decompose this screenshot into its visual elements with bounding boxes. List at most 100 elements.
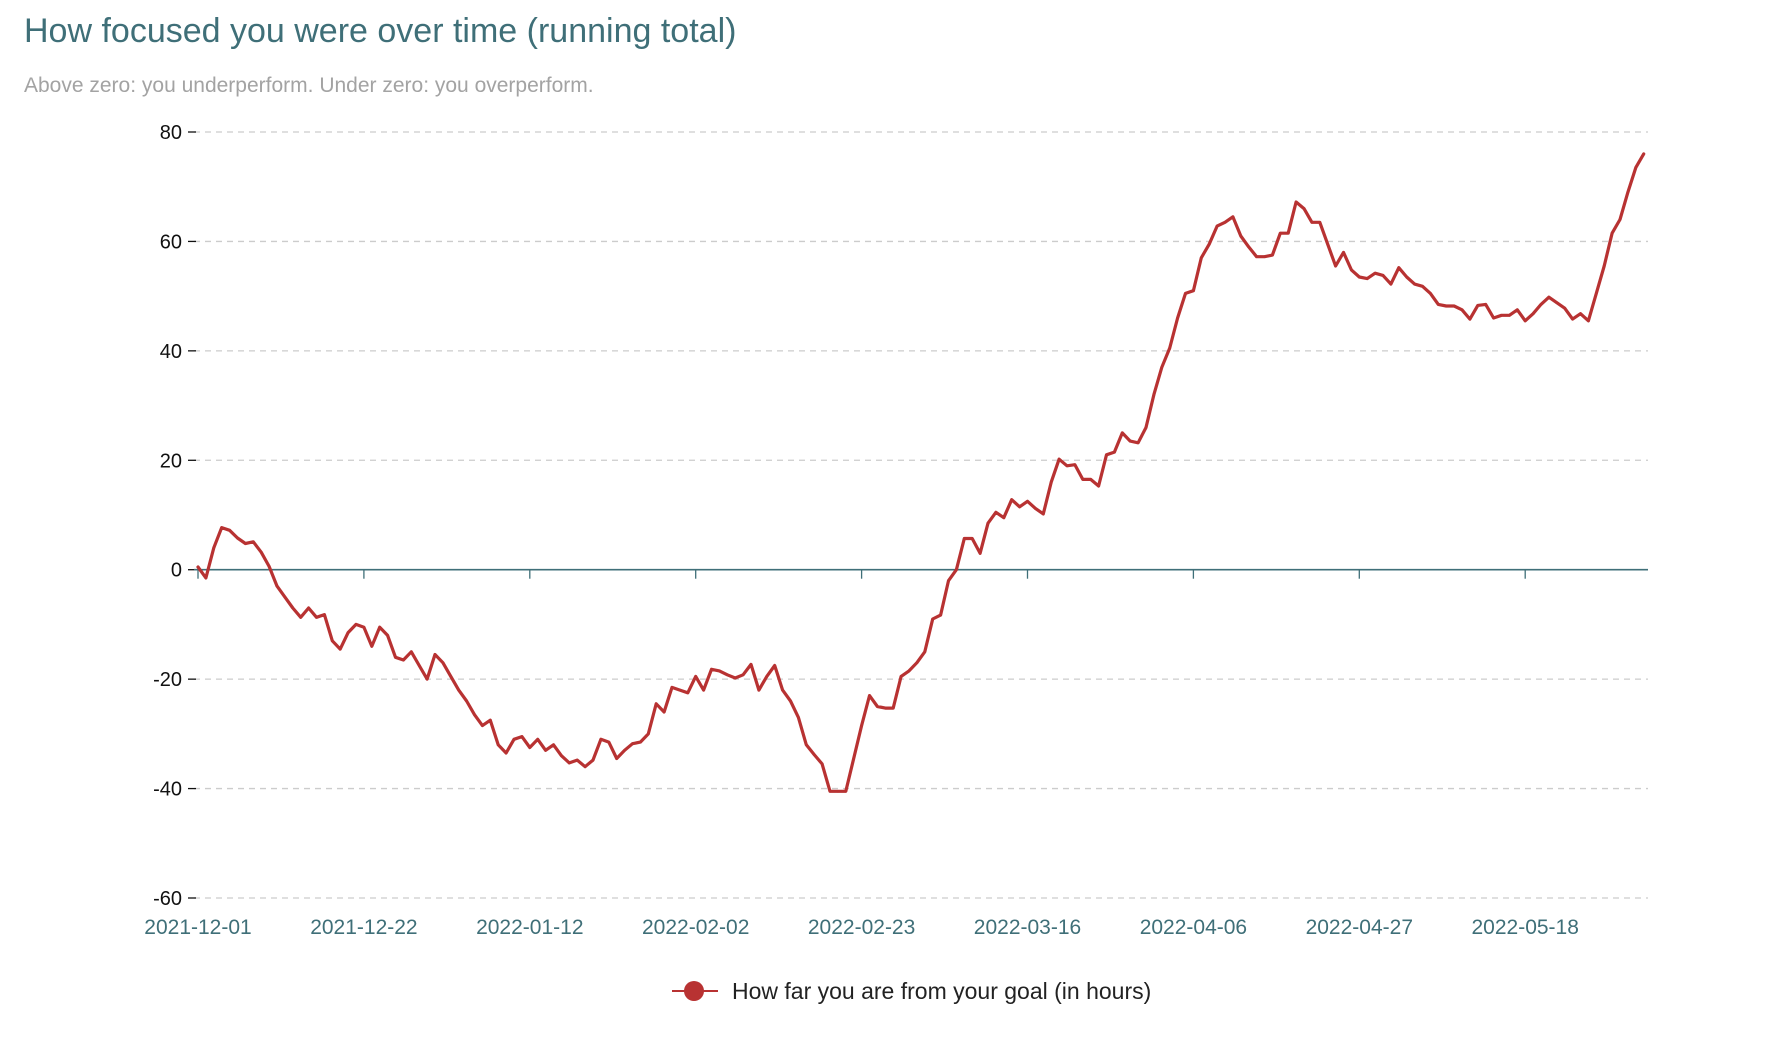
data-point <box>710 668 713 671</box>
data-point <box>196 565 200 569</box>
data-point <box>868 694 871 697</box>
data-point <box>662 710 666 714</box>
x-tick-label: 2022-02-23 <box>808 916 915 939</box>
data-point <box>1389 282 1393 286</box>
data-point <box>212 546 216 550</box>
data-point <box>931 617 934 621</box>
data-point <box>820 762 824 766</box>
data-point <box>1452 304 1456 308</box>
data-point <box>1342 251 1345 254</box>
data-point <box>1642 152 1645 156</box>
data-point <box>1373 271 1377 275</box>
data-point <box>607 740 611 744</box>
data-point <box>1263 255 1266 258</box>
data-point <box>615 757 618 760</box>
data-point <box>757 688 761 692</box>
data-point <box>1279 231 1282 235</box>
data-point <box>797 716 800 719</box>
data-point <box>686 691 690 695</box>
data-point <box>1563 306 1566 310</box>
data-point <box>1444 304 1448 308</box>
data-point <box>291 606 295 610</box>
data-point <box>1302 207 1306 210</box>
data-point <box>1508 314 1511 317</box>
legend[interactable]: How far you are from your goal (in hours… <box>668 974 1151 1008</box>
data-point <box>1034 507 1037 510</box>
x-tick-label: 2022-03-16 <box>974 916 1081 939</box>
data-point <box>1128 439 1132 443</box>
data-point <box>496 743 500 747</box>
data-point <box>220 526 223 529</box>
data-point <box>1247 245 1250 249</box>
data-point <box>876 705 879 708</box>
data-point <box>204 576 208 580</box>
data-point <box>1531 312 1535 316</box>
data-point <box>1318 221 1322 224</box>
data-point <box>528 746 532 749</box>
data-point <box>1286 231 1290 235</box>
data-point <box>244 542 247 545</box>
data-point <box>741 673 745 677</box>
data-point <box>1579 312 1582 316</box>
data-point <box>473 713 476 716</box>
data-point <box>1429 292 1432 295</box>
y-tick-label: -40 <box>153 779 182 801</box>
data-point <box>1018 505 1021 509</box>
data-point <box>259 550 263 554</box>
data-point <box>1010 498 1013 502</box>
data-point <box>331 639 334 643</box>
data-point <box>994 511 998 514</box>
data-point <box>1231 215 1235 219</box>
data-point <box>986 521 990 525</box>
x-tick-label: 2021-12-22 <box>310 916 417 939</box>
data-point <box>457 688 461 692</box>
legend-label: How far you are from your goal (in hours… <box>732 977 1152 1004</box>
data-point <box>1413 282 1416 286</box>
data-point <box>812 753 816 756</box>
data-point <box>860 724 863 727</box>
data-point <box>623 749 626 752</box>
data-point <box>362 625 366 629</box>
data-point <box>481 724 484 727</box>
data-point <box>386 634 389 637</box>
data-point <box>504 751 508 755</box>
data-point <box>307 606 310 610</box>
x-tick-label: 2021-12-01 <box>144 916 251 939</box>
data-point <box>1294 200 1298 204</box>
data-point <box>899 675 903 678</box>
data-point <box>670 686 674 689</box>
data-point <box>1539 303 1543 306</box>
data-point <box>1089 478 1092 481</box>
data-point <box>1113 450 1116 454</box>
data-point <box>907 669 911 673</box>
data-point <box>955 568 958 571</box>
data-point <box>1326 242 1329 246</box>
data-point <box>520 735 524 738</box>
data-point <box>425 677 429 681</box>
data-point <box>1176 316 1179 320</box>
data-point <box>1152 393 1156 396</box>
grid-lines <box>194 131 1648 899</box>
data-point <box>1571 317 1574 321</box>
data-point <box>718 669 721 673</box>
data-point <box>575 758 579 762</box>
data-point <box>1555 301 1559 305</box>
data-point <box>1121 431 1124 435</box>
data-point <box>378 625 382 629</box>
data-point <box>417 664 421 667</box>
x-tick-label: 2022-05-18 <box>1471 916 1578 939</box>
data-point <box>560 754 563 757</box>
data-point <box>733 676 737 680</box>
data-point <box>449 675 453 678</box>
data-point <box>1223 221 1227 224</box>
data-point <box>1358 275 1361 279</box>
data-point <box>465 699 468 703</box>
data-point <box>252 540 255 544</box>
data-point <box>1421 285 1424 288</box>
data-point <box>647 732 650 736</box>
data-point <box>1239 234 1243 238</box>
legend-dot <box>684 981 704 1001</box>
data-point <box>1476 304 1480 307</box>
data-point <box>1097 484 1100 488</box>
